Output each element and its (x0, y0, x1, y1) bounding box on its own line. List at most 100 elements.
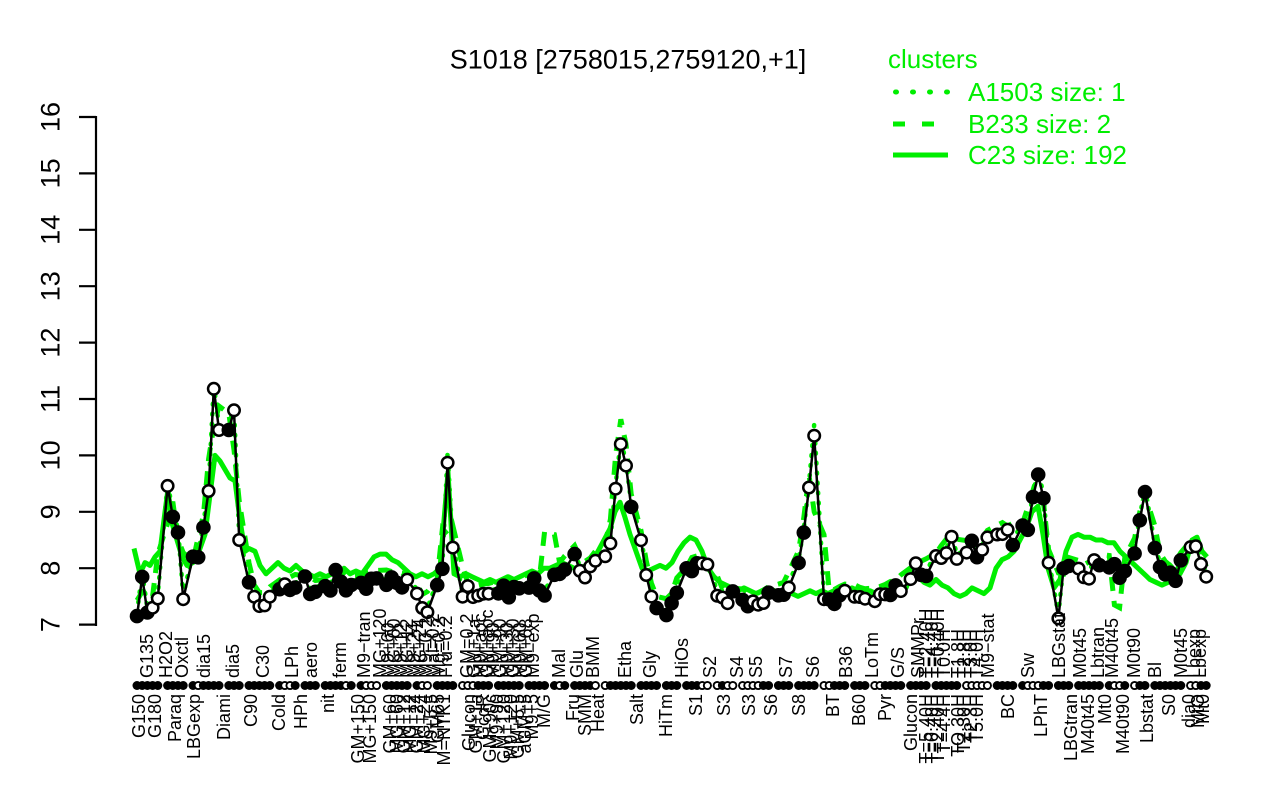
svg-text:M9+12: M9+12 (391, 622, 411, 678)
svg-text:GcdR: GcdR (473, 694, 493, 740)
svg-text:aGM+5: aGM+5 (515, 694, 535, 754)
svg-text:S0: S0 (1159, 694, 1179, 716)
svg-text:M0t45: M0t45 (1070, 628, 1090, 678)
svg-text:M9−tran: M9−tran (354, 611, 374, 678)
svg-text:G/S: G/S (888, 647, 908, 678)
svg-text:LBGtran: LBGtran (1061, 694, 1081, 761)
svg-text:MG+24: MG+24 (414, 694, 434, 754)
svg-text:M9+30: M9+30 (497, 622, 517, 678)
svg-text:M9−stat: M9−stat (978, 613, 998, 678)
svg-text:T2.8H: T2.8H (954, 629, 974, 678)
svg-text:M9+5: M9+5 (522, 694, 542, 740)
svg-text:T2.3H: T2.3H (961, 694, 981, 743)
svg-text:B60: B60 (849, 694, 869, 726)
svg-text:MG+12: MG+12 (397, 618, 417, 678)
svg-text:S1018 [2758015,2759120,+1]: S1018 [2758015,2759120,+1] (450, 45, 807, 75)
svg-text:T=4.40H: T=4.40H (922, 608, 942, 678)
svg-text:MG+24: MG+24 (410, 618, 430, 678)
svg-text:MG+150: MG+150 (360, 694, 380, 764)
svg-text:GM+150: GM+150 (348, 694, 368, 764)
svg-text:GM+12: GM+12 (394, 694, 414, 754)
svg-text:T4.0H: T4.0H (967, 629, 987, 678)
svg-text:Fru: Fru (563, 694, 583, 721)
svg-text:M40t45: M40t45 (1102, 618, 1122, 678)
svg-text:MG+60: MG+60 (384, 618, 404, 678)
svg-text:T0.0H: T0.0H (934, 629, 954, 678)
svg-text:LBGstat: LBGstat (1049, 613, 1069, 678)
svg-text:HiOs: HiOs (672, 638, 692, 678)
svg-text:10: 10 (36, 440, 66, 470)
svg-text:MG+12: MG+12 (400, 694, 420, 754)
svg-text:GM+1a: GM+1a (466, 693, 486, 754)
svg-text:Fru=0.2: Fru=0.2 (436, 615, 456, 678)
svg-text:8: 8 (36, 561, 66, 576)
svg-text:Oxctl: Oxctl (172, 637, 192, 678)
svg-text:H2O2: H2O2 (156, 631, 176, 678)
svg-text:dia5: dia5 (223, 644, 243, 678)
svg-text:T3.0H: T3.0H (961, 629, 981, 678)
svg-text:T=0.40H: T=0.40H (928, 608, 948, 678)
svg-text:C23 size: 192: C23 size: 192 (968, 140, 1127, 170)
svg-text:T=4.4H: T=4.4H (934, 694, 954, 754)
svg-text:Salt: Salt (627, 694, 647, 725)
svg-text:T=2.40H: T=2.40H (916, 608, 936, 678)
svg-text:M9+60: M9+60 (378, 622, 398, 678)
svg-text:Lbexp: Lbexp (1184, 629, 1204, 678)
svg-text:M9+120: M9+120 (501, 694, 521, 760)
svg-text:B233 size: 2: B233 size: 2 (968, 109, 1111, 139)
svg-text:T=2.40H: T=2.40H (928, 694, 948, 764)
svg-text:GM+120: GM+120 (494, 694, 514, 764)
svg-text:Mg=0.2: Mg=0.2 (429, 617, 449, 678)
svg-text:M0t45: M0t45 (1171, 628, 1191, 678)
svg-text:M9=0.2: M9=0.2 (416, 617, 436, 678)
svg-text:GM+90: GM+90 (490, 618, 510, 678)
svg-text:A1503 size: 1: A1503 size: 1 (968, 77, 1126, 107)
svg-text:BT: BT (823, 694, 843, 717)
svg-text:S5: S5 (746, 656, 766, 678)
svg-text:SMM: SMM (575, 694, 595, 736)
svg-text:M0t90: M0t90 (1124, 628, 1144, 678)
svg-text:SMMPr: SMMPr (908, 618, 928, 678)
svg-text:Paraq: Paraq (165, 694, 185, 742)
svg-text:M=NTK1: M=NTK1 (434, 694, 454, 766)
svg-text:11: 11 (36, 385, 66, 413)
svg-text:GM+90c: GM+90c (480, 694, 500, 763)
svg-text:Mt0: Mt0 (1095, 694, 1115, 724)
svg-text:GM+24: GM+24 (407, 694, 427, 754)
svg-text:Mal: Mal (549, 649, 569, 678)
svg-text:TO.30H: TO.30H (948, 694, 968, 757)
svg-text:nit: nit (318, 694, 338, 713)
svg-text:LBGexp: LBGexp (184, 694, 204, 759)
svg-text:B36: B36 (836, 646, 856, 678)
svg-text:G135: G135 (137, 634, 157, 678)
svg-text:dia15: dia15 (194, 634, 214, 678)
svg-text:M9+5.5: M9+5.5 (421, 694, 441, 755)
svg-text:MG+120: MG+120 (370, 608, 390, 678)
svg-text:GM+30: GM+30 (503, 618, 523, 678)
svg-text:M9+aoc: M9+aoc (470, 613, 490, 678)
svg-text:S4: S4 (727, 656, 747, 678)
svg-text:G180: G180 (145, 694, 165, 738)
svg-text:C90: C90 (241, 694, 261, 727)
svg-text:HPh: HPh (291, 694, 311, 729)
svg-text:9: 9 (36, 504, 66, 519)
svg-text:Cold: Cold (269, 694, 289, 731)
svg-text:Bl: Bl (1145, 662, 1165, 678)
svg-text:12: 12 (36, 328, 66, 358)
svg-text:M9+90: M9+90 (487, 694, 507, 750)
svg-text:M9+24: M9+24 (404, 622, 424, 678)
svg-text:M40t45: M40t45 (1078, 694, 1098, 754)
svg-text:GM+1a: GM+1a (464, 617, 484, 678)
svg-text:BMM: BMM (583, 636, 603, 678)
svg-text:S6: S6 (803, 656, 823, 678)
svg-text:T=0.40H: T=0.40H (922, 694, 942, 764)
svg-text:T2.30H: T2.30H (954, 694, 974, 753)
svg-text:7: 7 (36, 617, 66, 632)
svg-text:S2: S2 (700, 656, 720, 678)
svg-text:S8: S8 (789, 694, 809, 716)
svg-text:Pyr: Pyr (875, 694, 895, 721)
svg-text:Lbexp: Lbexp (1190, 629, 1210, 678)
svg-text:ferm: ferm (330, 642, 350, 678)
svg-text:GM+60: GM+60 (380, 694, 400, 754)
svg-text:Glucon: Glucon (901, 694, 921, 751)
